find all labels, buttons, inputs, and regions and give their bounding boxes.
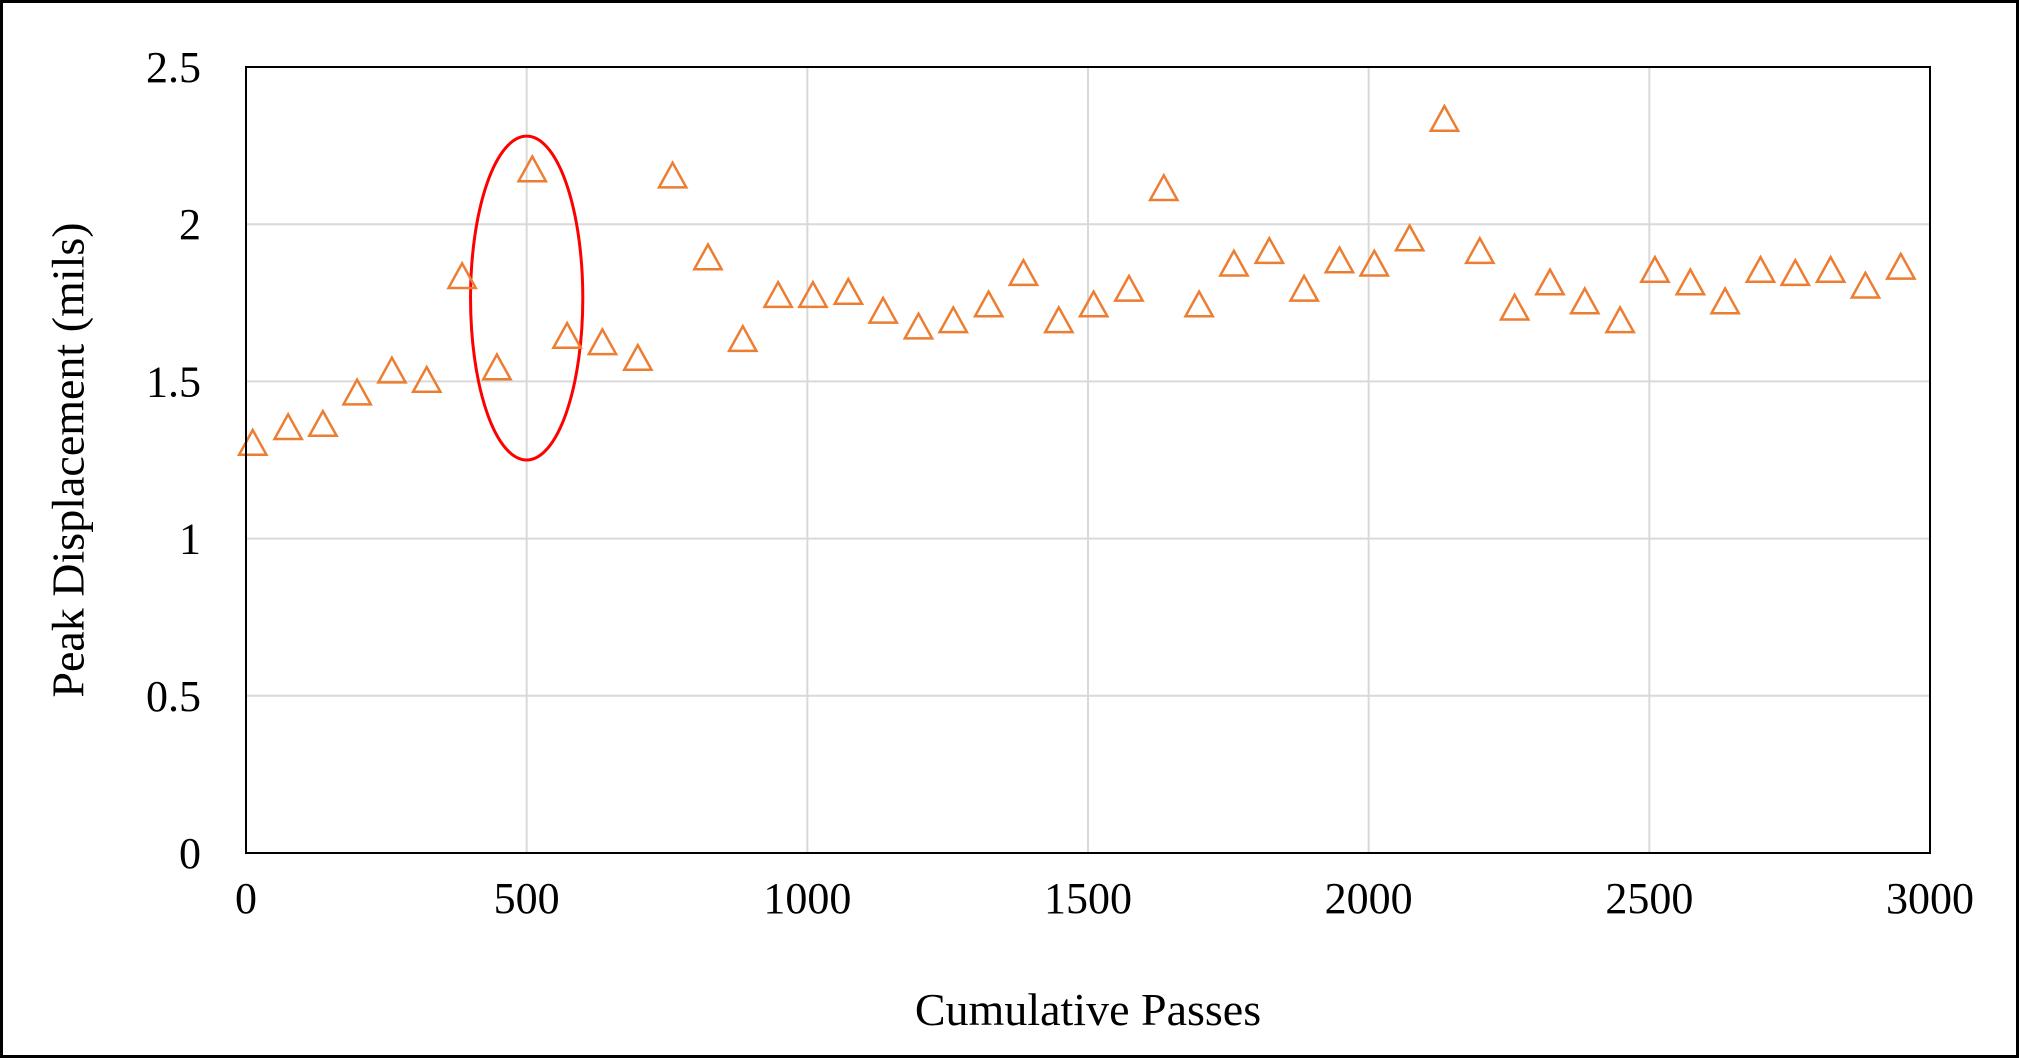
data-point-triangle xyxy=(1498,292,1531,321)
data-point-triangle xyxy=(1393,223,1426,252)
data-point-triangle xyxy=(622,342,654,372)
data-point-triangle xyxy=(1709,285,1741,315)
data-point-triangle xyxy=(586,326,619,356)
x-tick-label: 2500 xyxy=(1605,874,1693,923)
data-point-triangle xyxy=(867,295,899,324)
data-point-triangle xyxy=(972,289,1005,318)
data-point-triangle xyxy=(1814,254,1847,284)
data-point-triangle xyxy=(1534,267,1566,296)
data-point-triangle xyxy=(692,241,724,271)
x-axis-title: Cumulative Passes xyxy=(915,984,1261,1035)
data-point-triangle xyxy=(236,427,269,456)
gridlines xyxy=(245,66,1931,854)
data-point-triangle xyxy=(1744,254,1777,284)
data-point-triangle xyxy=(1113,273,1145,302)
data-point-triangle xyxy=(1323,245,1356,274)
data-point-triangle xyxy=(656,160,689,189)
data-point-triangle xyxy=(516,153,549,183)
y-tick-label: 2 xyxy=(179,200,201,249)
data-point-triangle xyxy=(762,279,794,309)
data-point-triangle xyxy=(1464,235,1496,265)
data-point-triangle xyxy=(1779,257,1812,287)
data-point-triangle xyxy=(1077,289,1110,318)
y-tick-label: 1 xyxy=(179,515,201,564)
data-point-triangle xyxy=(832,276,865,306)
data-point-triangle xyxy=(1007,257,1040,287)
scatter-chart: 0 500 1000 1500 2000 2500 3000 0 0.5 1 1.5 2 2.5 Cu… xyxy=(43,43,1974,1035)
y-axis-tick-labels: 0 0.5 1 1.5 2 2.5 xyxy=(146,43,201,878)
data-point-triangle xyxy=(1639,254,1671,284)
plot-area-frame xyxy=(245,66,1931,854)
data-point-triangle xyxy=(1218,248,1250,277)
data-point-triangle xyxy=(937,304,970,334)
data-point-triangle xyxy=(341,377,373,406)
data-point-triangle xyxy=(1253,235,1286,265)
data-point-triangle xyxy=(1674,267,1707,296)
data-point-triangle xyxy=(376,355,408,384)
data-point-triangle xyxy=(1604,304,1636,334)
data-point-triangle xyxy=(902,311,935,340)
data-point-triangle xyxy=(1147,172,1180,202)
y-axis-title: Peak Displacement (mils) xyxy=(43,222,94,697)
data-point-triangle xyxy=(1849,270,1882,299)
data-point-triangle xyxy=(1568,285,1601,315)
data-points xyxy=(236,103,1917,456)
x-axis-tick-labels: 0 500 1000 1500 2000 2500 3000 xyxy=(235,874,1974,923)
highlight-layer xyxy=(469,134,585,462)
data-point-triangle xyxy=(410,364,443,394)
x-tick-label: 0 xyxy=(235,874,257,923)
data-point-triangle xyxy=(1043,304,1075,334)
data-point-triangle xyxy=(1358,248,1391,277)
x-tick-label: 1000 xyxy=(763,874,851,923)
y-tick-label: 2.5 xyxy=(146,43,201,92)
x-tick-label: 3000 xyxy=(1886,874,1974,923)
x-tick-label: 2000 xyxy=(1325,874,1413,923)
data-point-triangle xyxy=(481,351,513,381)
y-tick-label: 0.5 xyxy=(146,672,201,721)
data-point-triangle xyxy=(307,408,339,438)
data-point-triangle xyxy=(551,320,583,350)
data-point-triangle xyxy=(446,260,478,290)
data-point-triangle xyxy=(272,411,304,441)
x-tick-label: 1500 xyxy=(1044,874,1132,923)
y-tick-label: 1.5 xyxy=(146,357,201,406)
data-point-triangle xyxy=(1885,251,1917,280)
data-point-triangle xyxy=(726,323,759,353)
x-tick-label: 500 xyxy=(494,874,560,923)
highlight-ellipse xyxy=(469,134,585,462)
y-tick-label: 0 xyxy=(179,829,201,878)
data-point-triangle xyxy=(1288,273,1320,302)
data-point-triangle xyxy=(1183,289,1215,318)
data-point-triangle xyxy=(1428,103,1461,133)
data-point-triangle xyxy=(797,279,829,309)
